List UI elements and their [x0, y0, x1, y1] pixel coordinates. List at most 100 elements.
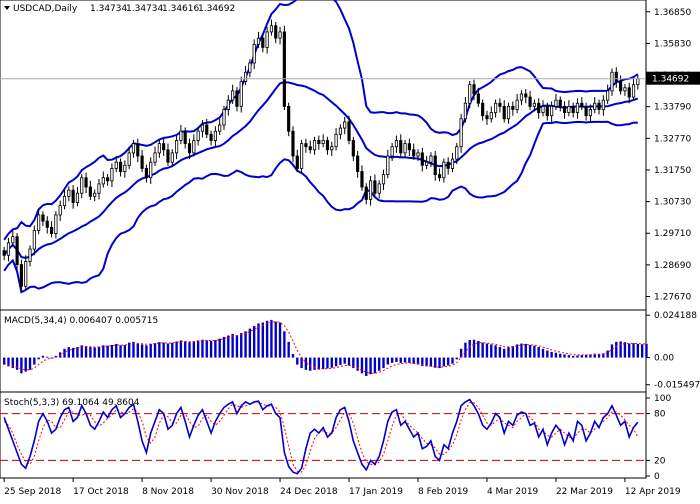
macd-bar	[597, 354, 601, 358]
candle-body	[114, 161, 118, 169]
macd-title: MACD(5,34,4) 0.006407 0.005715	[4, 316, 158, 326]
candle-body	[144, 168, 148, 179]
macd-bar	[192, 341, 196, 358]
candle-body	[614, 71, 618, 82]
macd-bar	[442, 357, 446, 367]
stoch-lines	[3, 398, 639, 475]
candle-body	[571, 105, 575, 113]
candle-body	[330, 146, 334, 151]
macd-bar	[145, 345, 148, 358]
macd-bar	[63, 348, 66, 358]
candle-body	[636, 78, 640, 86]
candle-body	[584, 105, 588, 117]
macd-bar	[446, 357, 450, 366]
chevron-down-icon	[4, 6, 10, 10]
candle-body	[269, 25, 274, 33]
macd-bar	[231, 333, 234, 358]
macd-bar	[481, 342, 484, 358]
ohlc-close: 1.34692	[198, 4, 235, 14]
macd-bar	[33, 357, 36, 365]
candle-body	[11, 236, 15, 244]
macd-bar	[606, 350, 609, 358]
macd-bar	[28, 357, 32, 370]
candle-body	[75, 192, 80, 203]
macd-bar	[222, 336, 226, 358]
macd-bar	[97, 346, 101, 358]
macd-bar	[153, 343, 157, 358]
macd-bar	[127, 342, 131, 358]
candle-body	[278, 31, 282, 39]
macd-bar	[550, 351, 553, 358]
candle-body	[170, 152, 174, 163]
macd-bar	[149, 343, 152, 358]
time-tick-label: 17 Oct 2018	[73, 487, 129, 497]
candle-body	[321, 140, 325, 144]
candle-body	[403, 143, 407, 154]
stoch-k-line	[3, 398, 639, 475]
macd-bar	[80, 345, 83, 358]
candle-body	[265, 31, 269, 48]
macd-bar	[567, 355, 571, 358]
bollinger-middle-line	[3, 81, 639, 259]
candle-body	[437, 174, 442, 179]
candle-body	[442, 161, 446, 179]
candle-body	[187, 143, 192, 154]
macd-bar	[369, 357, 372, 375]
macd-bar	[296, 357, 299, 365]
candle-body	[433, 155, 437, 176]
stoch-axis: 100 80 20 0	[0, 394, 671, 482]
macd-bar	[421, 357, 424, 366]
candle-body	[580, 102, 584, 107]
candle-body	[416, 152, 420, 157]
time-tick-label: 12 Apr 2019	[625, 487, 681, 497]
candle-body	[304, 143, 308, 148]
macd-bar	[11, 357, 14, 369]
candle-body	[515, 99, 519, 110]
macd-bar	[136, 343, 139, 358]
candle-body	[541, 105, 545, 113]
price-pane-frame	[0, 0, 647, 311]
candle-body	[627, 87, 631, 98]
candle-body	[45, 220, 49, 228]
macd-bar	[24, 357, 27, 372]
macd-bar	[528, 344, 532, 358]
macd-bar	[7, 357, 10, 367]
macd-signal-line	[4, 321, 647, 374]
macd-bar	[399, 357, 402, 363]
candle-body	[347, 121, 351, 141]
candle-body	[239, 81, 243, 107]
macd-bar	[123, 344, 127, 358]
candle-body	[153, 152, 157, 163]
macd-bar	[158, 342, 161, 358]
macd-bar	[46, 356, 49, 358]
macd-bar	[615, 341, 618, 358]
candle-body	[97, 183, 101, 194]
macd-bar	[179, 340, 183, 358]
candle-body	[476, 93, 480, 104]
candle-body	[67, 189, 71, 197]
candle-body	[455, 146, 459, 160]
candle-body	[334, 133, 338, 148]
candle-body	[575, 102, 580, 113]
time-tick-label: 8 Feb 2019	[418, 487, 469, 497]
candle-body	[243, 71, 248, 82]
candle-body	[610, 71, 614, 92]
stoch-tick-label: 0	[654, 472, 660, 482]
macd-bar	[209, 340, 213, 358]
stoch-d-line	[3, 401, 639, 473]
macd-bar	[408, 357, 411, 363]
candle-body	[192, 140, 196, 154]
candle-body	[463, 102, 467, 120]
candle-body	[489, 112, 493, 120]
macd-bar	[378, 357, 381, 371]
candle-body	[631, 84, 636, 98]
macd-bar	[576, 355, 579, 358]
candle-body	[140, 155, 144, 169]
candle-body	[485, 115, 489, 120]
macd-bar	[102, 345, 105, 358]
macd-bar	[84, 346, 88, 358]
macd-bar	[343, 357, 346, 364]
macd-bar	[110, 344, 114, 358]
price-tick-label: 1.31750	[654, 166, 691, 176]
macd-bar	[162, 342, 165, 358]
